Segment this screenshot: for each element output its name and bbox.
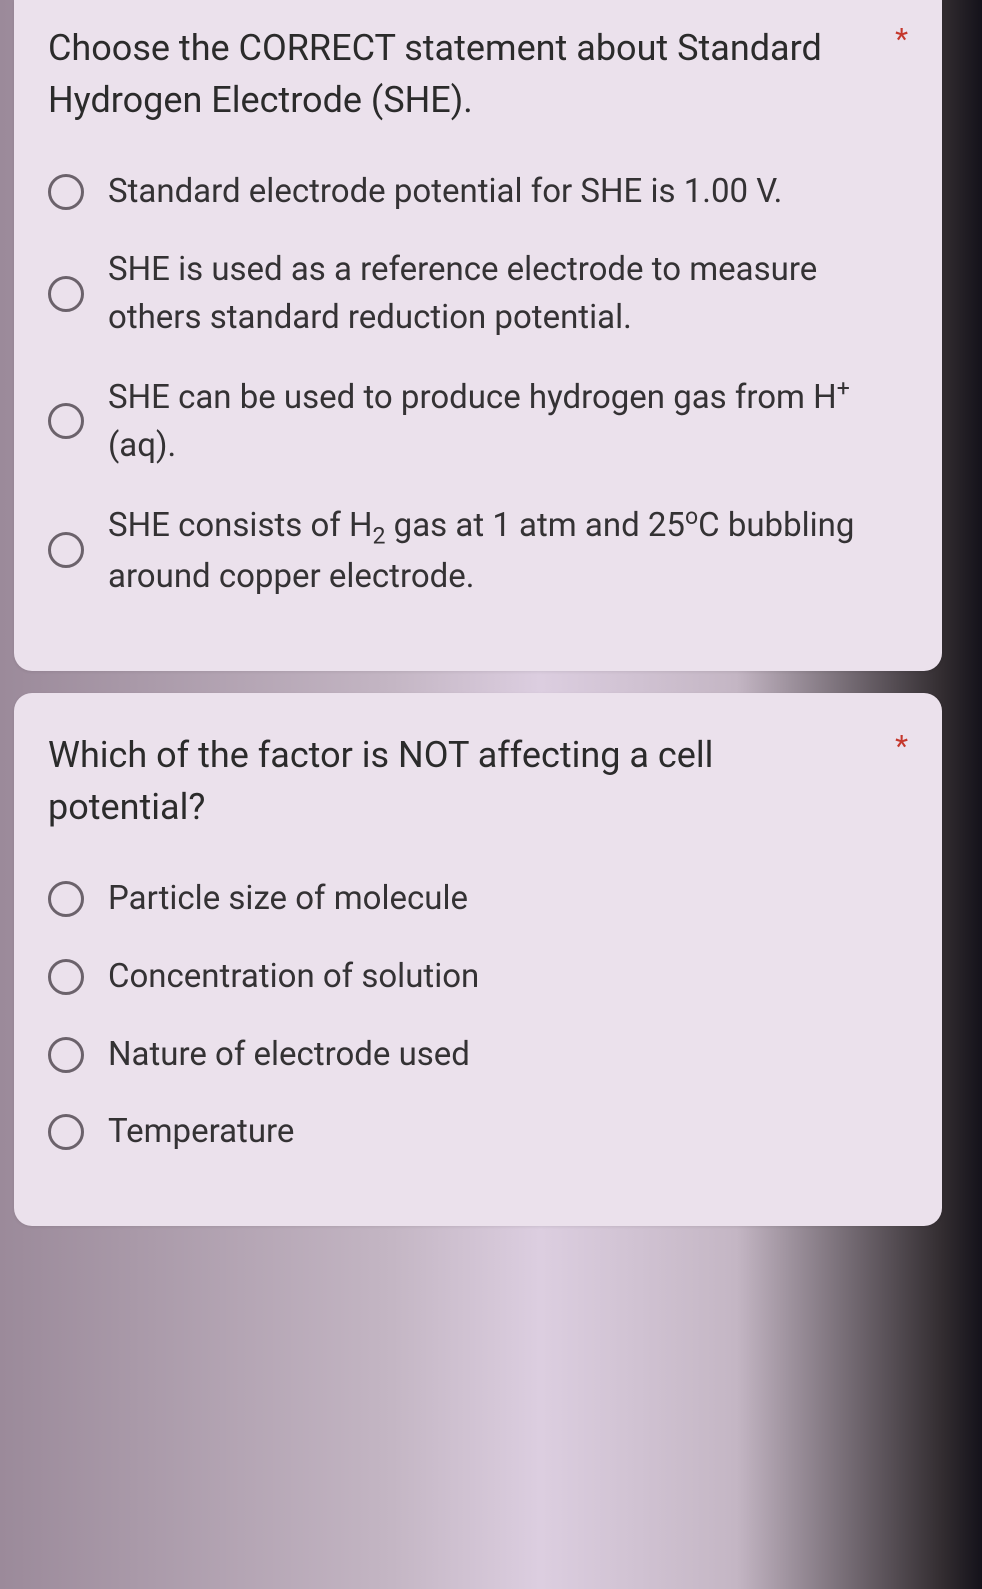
option-4[interactable]: Temperature bbox=[48, 1108, 908, 1156]
option-4[interactable]: SHE consists of H2 gas at 1 atm and 25oC… bbox=[48, 500, 908, 601]
option-text-segment: SHE can be used to produce hydrogen gas … bbox=[108, 378, 837, 417]
radio-unchecked-icon[interactable] bbox=[48, 959, 84, 995]
option-label: Temperature bbox=[108, 1108, 294, 1156]
radio-unchecked-icon[interactable] bbox=[48, 532, 84, 568]
option-1[interactable]: Particle size of molecule bbox=[48, 875, 908, 923]
radio-unchecked-icon[interactable] bbox=[48, 1037, 84, 1073]
option-label: Particle size of molecule bbox=[108, 875, 468, 923]
radio-unchecked-icon[interactable] bbox=[48, 881, 84, 917]
question-text: Choose the CORRECT statement about Stand… bbox=[48, 22, 877, 126]
question-text: Which of the factor is NOT affecting a c… bbox=[48, 729, 877, 833]
required-asterisk: * bbox=[895, 729, 908, 765]
option-2[interactable]: SHE is used as a reference electrode to … bbox=[48, 246, 908, 342]
option-3[interactable]: Nature of electrode used bbox=[48, 1031, 908, 1079]
option-1[interactable]: Standard electrode potential for SHE is … bbox=[48, 168, 908, 216]
required-asterisk: * bbox=[895, 22, 908, 58]
option-label: SHE is used as a reference electrode to … bbox=[108, 246, 908, 342]
radio-unchecked-icon[interactable] bbox=[48, 174, 84, 210]
radio-unchecked-icon[interactable] bbox=[48, 276, 84, 312]
superscript: + bbox=[837, 375, 850, 402]
radio-unchecked-icon[interactable] bbox=[48, 1114, 84, 1150]
option-label: Concentration of solution bbox=[108, 953, 479, 1001]
option-3[interactable]: SHE can be used to produce hydrogen gas … bbox=[48, 372, 908, 470]
option-label: Nature of electrode used bbox=[108, 1031, 470, 1079]
question-heading-row: Which of the factor is NOT affecting a c… bbox=[48, 729, 908, 833]
subscript: 2 bbox=[373, 522, 386, 549]
option-label: Standard electrode potential for SHE is … bbox=[108, 168, 782, 216]
radio-unchecked-icon[interactable] bbox=[48, 403, 84, 439]
option-label: SHE consists of H2 gas at 1 atm and 25oC… bbox=[108, 500, 908, 601]
option-text-segment: SHE consists of H bbox=[108, 506, 373, 545]
option-text-segment: (aq). bbox=[108, 426, 176, 465]
option-2[interactable]: Concentration of solution bbox=[48, 953, 908, 1001]
question-heading-row: Choose the CORRECT statement about Stand… bbox=[48, 22, 908, 126]
option-text-segment: gas at 1 atm and 25 bbox=[386, 506, 685, 545]
superscript: o bbox=[685, 503, 698, 530]
question-card-2: Which of the factor is NOT affecting a c… bbox=[14, 693, 942, 1227]
option-label: SHE can be used to produce hydrogen gas … bbox=[108, 372, 908, 470]
question-card-1: Choose the CORRECT statement about Stand… bbox=[14, 0, 942, 671]
